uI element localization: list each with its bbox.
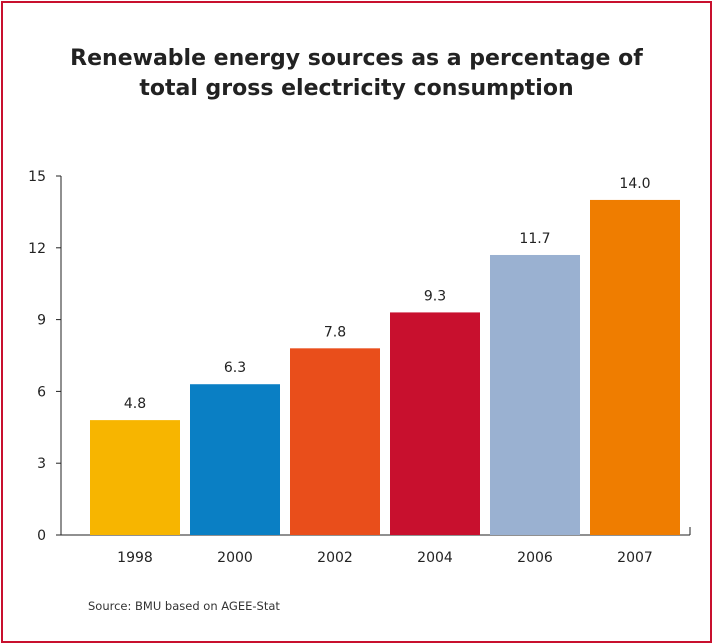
y-tick-label: 6 [37, 384, 46, 400]
x-tick-label-2006: 2006 [517, 550, 553, 566]
data-label-2004: 9.3 [424, 288, 446, 304]
x-tick-label-2002: 2002 [317, 550, 353, 566]
x-tick-label-2000: 2000 [217, 550, 253, 566]
y-tick-label: 9 [37, 313, 46, 329]
bar-2007 [590, 199, 680, 535]
chart-title-line-1: Renewable energy sources as a percentage… [70, 46, 643, 71]
x-tick-label-1998: 1998 [117, 550, 153, 566]
data-label-2002: 7.8 [324, 324, 346, 340]
y-tick-label: 3 [37, 456, 46, 472]
bar-2002 [290, 348, 380, 535]
bar-2004 [390, 312, 480, 535]
bar-2000 [190, 384, 280, 535]
source-note: Source: BMU based on AGEE-Stat [88, 599, 280, 613]
chart-title-line-2: total gross electricity consumption [139, 76, 574, 101]
chart-title: Renewable energy sources as a percentage… [0, 44, 713, 104]
data-label-1998: 4.8 [124, 396, 146, 412]
x-tick-label-2007: 2007 [617, 550, 653, 566]
y-tick-label: 12 [28, 241, 46, 257]
y-tick-label: 0 [37, 528, 46, 544]
bar-2006 [490, 254, 580, 536]
data-label-2006: 11.7 [519, 231, 550, 247]
data-label-2000: 6.3 [224, 360, 246, 376]
x-tick-label-2004: 2004 [417, 550, 453, 566]
bar-1998 [90, 420, 180, 535]
y-tick-label: 15 [28, 169, 46, 185]
data-label-2007: 14.0 [619, 176, 650, 192]
